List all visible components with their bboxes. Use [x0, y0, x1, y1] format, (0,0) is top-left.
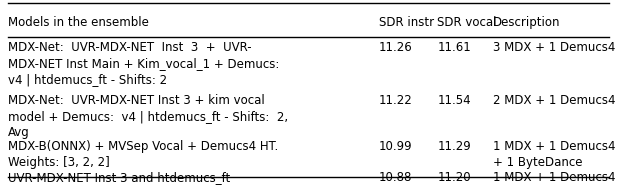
Text: SDR vocal: SDR vocal: [437, 16, 497, 29]
Text: Description: Description: [493, 16, 560, 29]
Text: 11.54: 11.54: [437, 94, 471, 107]
Text: 1 MDX + 1 Demucs4: 1 MDX + 1 Demucs4: [493, 171, 615, 184]
Text: 11.29: 11.29: [437, 140, 471, 153]
Text: MDX-Net:  UVR-MDX-NET Inst 3 + kim vocal
model + Demucs:  v4 | htdemucs_ft - Shi: MDX-Net: UVR-MDX-NET Inst 3 + kim vocal …: [8, 94, 287, 139]
Text: 2 MDX + 1 Demucs4: 2 MDX + 1 Demucs4: [493, 94, 615, 107]
Text: 11.22: 11.22: [379, 94, 413, 107]
Text: 11.26: 11.26: [379, 41, 413, 54]
Text: MDX-Net:  UVR-MDX-NET  Inst  3  +  UVR-
MDX-NET Inst Main + Kim_vocal_1 + Demucs: MDX-Net: UVR-MDX-NET Inst 3 + UVR- MDX-N…: [8, 41, 279, 86]
Text: 3 MDX + 1 Demucs4: 3 MDX + 1 Demucs4: [493, 41, 615, 54]
Text: 10.88: 10.88: [379, 171, 412, 184]
Text: MDX-B(ONNX) + MVSep Vocal + Demucs4 HT.
Weights: [3, 2, 2]: MDX-B(ONNX) + MVSep Vocal + Demucs4 HT. …: [8, 140, 278, 169]
Text: 11.20: 11.20: [437, 171, 471, 184]
Text: UVR-MDX-NET Inst 3 and htdemucs_ft: UVR-MDX-NET Inst 3 and htdemucs_ft: [8, 171, 230, 184]
Text: 1 MDX + 1 Demucs4
+ 1 ByteDance: 1 MDX + 1 Demucs4 + 1 ByteDance: [493, 140, 615, 169]
Text: 11.61: 11.61: [437, 41, 471, 54]
Text: 10.99: 10.99: [379, 140, 413, 153]
Text: SDR instr: SDR instr: [379, 16, 434, 29]
Text: Models in the ensemble: Models in the ensemble: [8, 16, 148, 29]
